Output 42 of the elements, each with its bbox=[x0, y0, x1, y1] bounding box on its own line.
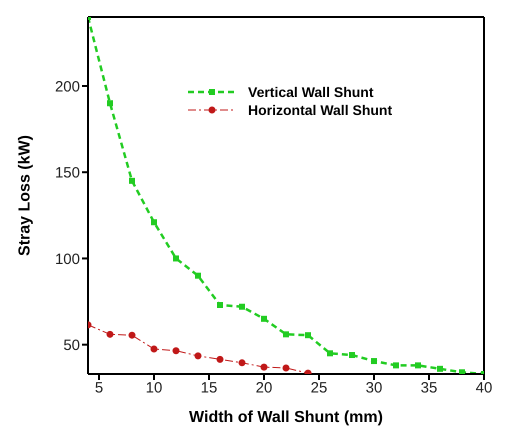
point bbox=[349, 352, 355, 358]
y-axis-title: Stray Loss (kW) bbox=[16, 135, 34, 256]
point bbox=[217, 302, 223, 308]
point bbox=[437, 366, 443, 372]
point bbox=[305, 332, 311, 338]
y-tick-label: 100 bbox=[54, 250, 80, 268]
point bbox=[239, 304, 245, 310]
x-axis-title: Width of Wall Shunt (mm) bbox=[189, 409, 383, 426]
point bbox=[393, 362, 399, 368]
point bbox=[371, 358, 377, 364]
point bbox=[459, 369, 465, 374]
point bbox=[173, 255, 179, 262]
x-tick-label: 5 bbox=[94, 380, 104, 397]
legend-label: Horizontal Wall Shunt bbox=[248, 102, 392, 118]
x-tick-label: 30 bbox=[366, 380, 382, 397]
point bbox=[282, 364, 290, 372]
point bbox=[283, 331, 289, 338]
y-tick-label: 150 bbox=[54, 164, 80, 182]
point bbox=[107, 100, 113, 106]
point bbox=[150, 345, 158, 352]
legend-label: Vertical Wall Shunt bbox=[248, 84, 374, 100]
point bbox=[415, 362, 421, 368]
x-tick-label: 25 bbox=[310, 380, 328, 397]
point bbox=[194, 352, 202, 360]
point bbox=[195, 272, 201, 279]
point bbox=[216, 356, 224, 363]
x-tick-label: 10 bbox=[146, 380, 162, 397]
y-tick-label: 50 bbox=[63, 337, 80, 354]
point bbox=[129, 178, 135, 184]
x-tick-label: 20 bbox=[256, 380, 272, 397]
point bbox=[128, 332, 136, 339]
x-tick-label: 15 bbox=[200, 380, 218, 397]
y-tick-label: 200 bbox=[54, 78, 80, 96]
point bbox=[151, 219, 157, 226]
x-tick-label: 40 bbox=[476, 380, 492, 397]
point bbox=[261, 316, 267, 322]
point bbox=[106, 330, 114, 338]
x-tick-label: 35 bbox=[420, 380, 438, 397]
point bbox=[260, 364, 268, 371]
point bbox=[172, 347, 180, 354]
point bbox=[238, 359, 246, 366]
point bbox=[327, 350, 333, 356]
